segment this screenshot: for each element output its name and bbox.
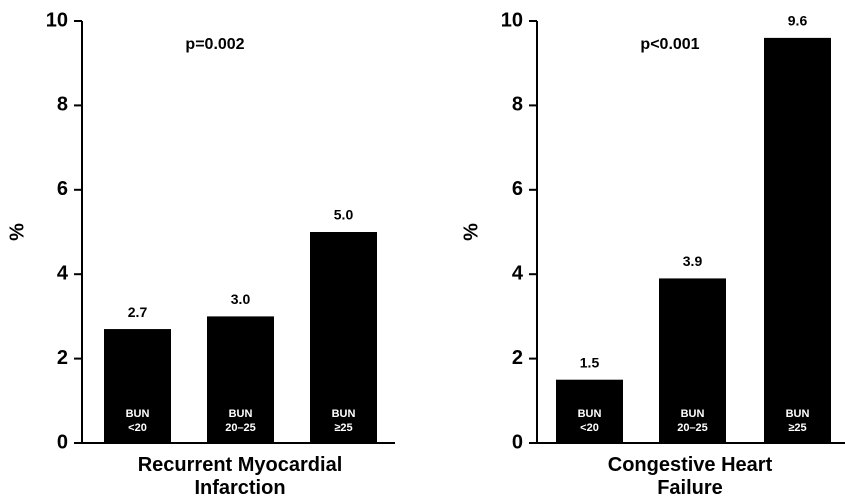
- bar: [659, 278, 726, 443]
- category-label: BUN ≥25: [332, 408, 356, 434]
- category-label-line: <20: [580, 422, 599, 434]
- category-label: BUN ≥25: [786, 408, 810, 434]
- bar: [764, 37, 831, 443]
- value-label: 3.9: [683, 253, 703, 269]
- category-label-line: BUN: [681, 408, 705, 420]
- y-axis-title: %: [460, 223, 482, 241]
- y-tick-label: 4: [57, 262, 69, 284]
- category-label: BUN 20–25: [225, 408, 256, 434]
- bar: [207, 316, 274, 443]
- annotation: p<0.001: [640, 36, 699, 53]
- category-label-line: 20–25: [225, 422, 256, 434]
- y-tick-label: 8: [57, 94, 68, 116]
- category-label-line: 20–25: [677, 422, 708, 434]
- y-tick-label: 0: [57, 431, 68, 453]
- bar: [104, 329, 171, 443]
- category-label: BUN <20: [126, 408, 150, 434]
- category-label-line: ≥25: [334, 422, 352, 434]
- category-label: BUN 20–25: [677, 408, 708, 434]
- category-label-line: BUN: [126, 408, 150, 420]
- value-label: 3.0: [231, 291, 251, 307]
- category-label-line: ≥25: [788, 422, 806, 434]
- y-tick-label: 4: [512, 262, 524, 284]
- bar: [310, 232, 377, 443]
- y-tick-label: 8: [512, 94, 523, 116]
- value-label: 2.7: [128, 304, 148, 320]
- category-label-line: BUN: [786, 408, 810, 420]
- bar: [556, 379, 623, 443]
- annotation: p=0.002: [185, 36, 244, 53]
- category-label-line: BUN: [578, 408, 602, 420]
- y-tick-label: 2: [512, 347, 523, 369]
- y-tick-label: 6: [57, 178, 68, 200]
- x-axis-title: Recurrent Myocardial Infarction: [137, 454, 343, 499]
- value-label: 1.5: [580, 354, 600, 370]
- category-label-line: BUN: [229, 408, 253, 420]
- value-label: 5.0: [334, 207, 354, 223]
- y-tick-label: 2: [57, 347, 68, 369]
- y-tick-label: 6: [512, 178, 523, 200]
- category-label: BUN <20: [578, 408, 602, 434]
- y-tick-label: 0: [512, 431, 523, 453]
- x-axis-title: Congestive Heart Failure: [560, 454, 820, 500]
- category-label-line: BUN: [332, 408, 356, 420]
- category-label-line: <20: [128, 422, 147, 434]
- y-tick-label: 10: [46, 9, 68, 31]
- x-axis-title: Congestive Heart Failure: [607, 454, 773, 499]
- value-label: 9.6: [788, 13, 808, 29]
- y-axis-title: %: [6, 223, 28, 241]
- y-tick-label: 10: [501, 9, 523, 31]
